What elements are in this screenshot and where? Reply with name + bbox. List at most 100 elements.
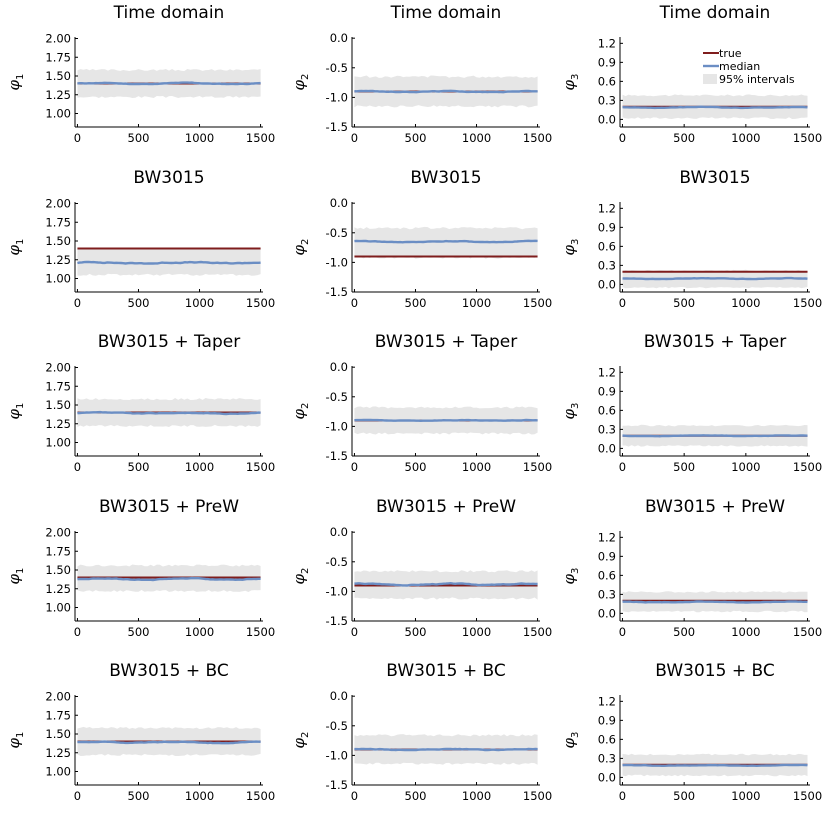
panel-r2-phi2: BW3015 -1.5 -1.0 -0.5 0.0 0 500 1000 1500 φ2 [290,168,552,310]
panel-title: BW3015 + PreW [645,497,785,517]
panel-title: BW3015 + Taper [98,332,240,352]
y-axis-subscript: 3 [570,74,581,80]
y-axis-subscript: 3 [570,568,581,574]
y-axis-label: φ3 [560,239,581,256]
x-tick-label: 500 [405,131,427,145]
x-tick-label: 1000 [731,625,760,639]
y-tick-label: 0.0 [598,606,616,620]
y-axis-subscript: 1 [15,74,26,80]
y-tick-label: 1.25 [45,417,71,431]
y-tick-label: -1.5 [326,120,348,134]
x-tick-label: 1000 [731,789,760,803]
y-tick-label: 0.9 [598,549,616,563]
y-axis-label: φ2 [290,239,311,256]
x-tick-label: 0 [619,625,626,639]
y-tick-label: 0.3 [598,93,616,107]
x-tick-label: 1500 [246,460,275,474]
y-tick-label: 0.9 [598,384,616,398]
x-tick-label: 1000 [185,296,214,310]
y-axis-label: φ3 [560,568,581,585]
y-tick-label: 1.2 [598,365,616,379]
y-axis-symbol: φ [290,79,308,90]
panel-r3-phi1: BW3015 + Taper 1.00 1.25 1.50 1.75 2.00 0 500 10… [5,332,275,474]
panel-title: BW3015 [133,168,204,188]
median-line [77,410,261,416]
median-line [354,747,538,752]
y-axis-label: φ3 [560,74,581,91]
x-tick-label: 1500 [246,789,275,803]
y-tick-label: 1.25 [45,746,71,760]
y-axis-label: φ3 [560,732,581,749]
panel-r2-phi1: BW3015 1.00 1.25 1.50 1.75 2.00 0 500 1000 1500 φ1 [5,168,275,310]
y-tick-label: 1.00 [45,765,71,779]
y-axis-label: φ2 [290,732,311,749]
x-tick-label: 500 [673,625,695,639]
y-axis-subscript: 2 [300,74,311,80]
x-tick-label: 500 [673,296,695,310]
y-tick-label: -1.5 [326,449,348,463]
y-axis-symbol: φ [290,573,308,584]
x-tick-label: 0 [74,625,81,639]
panel-title: BW3015 + Taper [375,332,517,352]
x-tick-label: 0 [351,789,358,803]
x-tick-label: 1000 [462,460,491,474]
y-tick-label: -0.5 [326,226,348,240]
y-tick-label: 0.0 [330,689,348,703]
y-tick-label: 1.25 [45,582,71,596]
x-tick-label: 0 [619,131,626,145]
x-tick-label: 0 [74,460,81,474]
y-axis-symbol: φ [560,79,578,90]
y-tick-label: 2.00 [45,361,71,375]
y-tick-label: 1.00 [45,436,71,450]
x-tick-label: 0 [351,460,358,474]
y-tick-label: 2.00 [45,526,71,540]
y-tick-label: 0.0 [598,441,616,455]
panel-r5-phi3: BW3015 + BC 0.0 0.3 0.6 0.9 1.2 0 500 1000 1500 φ3 [560,661,822,803]
y-tick-label: 1.50 [45,727,71,741]
y-axis-label: φ1 [5,403,26,420]
median-line [77,260,261,265]
x-tick-label: 1500 [793,460,822,474]
y-tick-label: 1.2 [598,694,616,708]
y-axis-symbol: φ [5,244,23,255]
y-tick-label: 1.50 [45,234,71,248]
x-tick-label: 1500 [246,131,275,145]
x-tick-label: 1000 [462,789,491,803]
median-line [354,239,538,244]
y-tick-label: 0.6 [598,568,616,582]
y-tick-label: -1.5 [326,778,348,792]
median-line [354,89,538,94]
y-tick-label: -1.5 [326,285,348,299]
y-tick-label: 1.75 [45,50,71,64]
x-tick-label: 500 [405,789,427,803]
panel-r5-phi2: BW3015 + BC -1.5 -1.0 -0.5 0.0 0 500 1000 1500 φ2 [290,661,552,803]
y-tick-label: 0.0 [598,770,616,784]
y-tick-label: -0.5 [326,719,348,733]
x-tick-label: 1500 [523,131,552,145]
y-tick-label: 1.75 [45,544,71,558]
y-axis-subscript: 2 [300,732,311,738]
panel-title: BW3015 + PreW [376,497,516,517]
panel-r2-phi3: BW3015 0.0 0.3 0.6 0.9 1.2 0 500 1000 1500 φ3 [560,168,822,310]
panel-title: BW3015 [410,168,481,188]
panel-title: BW3015 + PreW [99,497,239,517]
panel-title: Time domain [659,3,771,23]
panel-r4-phi2: BW3015 + PreW -1.5 -1.0 -0.5 0.0 0 500 1000 1500… [290,497,552,639]
y-tick-label: 0.9 [598,55,616,69]
x-tick-label: 1000 [731,296,760,310]
y-tick-label: 2.00 [45,690,71,704]
panel-title: Time domain [113,3,225,23]
y-tick-label: 1.50 [45,398,71,412]
y-axis-label: φ2 [290,403,311,420]
y-axis-label: φ1 [5,568,26,585]
y-tick-label: 1.2 [598,36,616,50]
panel-title: BW3015 [679,168,750,188]
y-tick-label: 0.0 [330,31,348,45]
panel-title: BW3015 + BC [386,661,505,681]
y-tick-label: 0.3 [598,422,616,436]
y-tick-label: -1.0 [326,255,348,269]
y-tick-label: -1.0 [326,584,348,598]
x-tick-label: 1000 [731,460,760,474]
y-tick-label: 2.00 [45,32,71,46]
